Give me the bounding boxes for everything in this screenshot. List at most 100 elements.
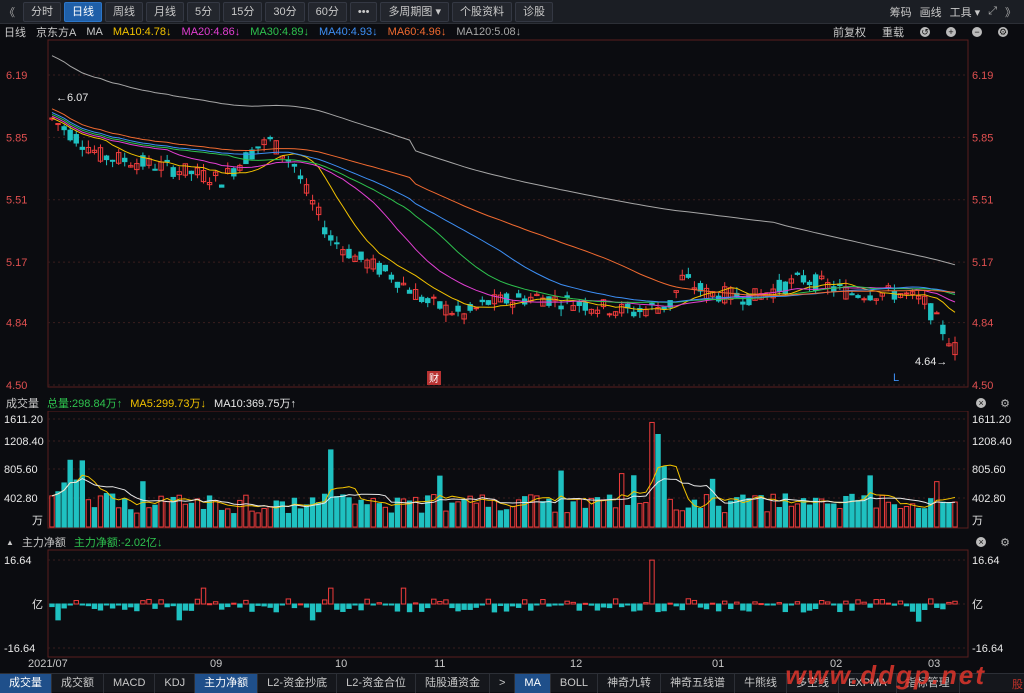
period-button-4[interactable]: 5分 [187, 1, 221, 22]
flow-bar [855, 599, 861, 605]
flow-bar [940, 603, 946, 610]
volume-info-bar: 成交量 总量:298.84万↑ MA5:299.73万↓ MA10:369.75万↑ ×… [0, 395, 1024, 411]
collapse-icon[interactable]: ▲ [6, 537, 14, 547]
indicator-tab-3[interactable]: KDJ [155, 673, 196, 693]
settings-icon[interactable]: ⚙ [998, 27, 1008, 37]
indicator-tab-16[interactable]: 指标管理 [897, 673, 960, 693]
flow-bar [97, 603, 104, 611]
indicator-tab-7[interactable]: 陆股通资金 [416, 673, 490, 693]
close-panel-icon[interactable]: × [976, 398, 987, 408]
period-button-3[interactable]: 月线 [146, 1, 184, 22]
flow-bar [849, 603, 855, 611]
indicator-tab-8[interactable]: > [490, 673, 516, 693]
flow-bar [558, 603, 564, 606]
volume-bar [903, 506, 910, 528]
volume-bar [370, 497, 376, 528]
indicator-tab-1[interactable]: 成交额 [52, 673, 104, 693]
undo-icon[interactable]: ↺ [920, 27, 930, 37]
flow-bar [528, 603, 534, 611]
period-button-6[interactable]: 30分 [265, 1, 305, 22]
date-label: 01 [712, 658, 725, 670]
ma-value-3: MA40:4.93↓ [318, 26, 378, 38]
candle-body [800, 275, 807, 283]
flow-bar [152, 603, 158, 609]
candle-body [134, 163, 140, 171]
indicator-tab-14[interactable]: 多空线 [787, 673, 840, 693]
indicator-tab-12[interactable]: 神奇五线谱 [661, 673, 736, 693]
flow-bar [200, 587, 207, 605]
flow-bar [73, 600, 79, 605]
volume-tick-right: 万 [972, 515, 983, 527]
volume-bar [631, 475, 637, 528]
period-button-0[interactable]: 分时 [23, 1, 61, 22]
period-button-7[interactable]: 60分 [307, 1, 347, 22]
volume-bar [255, 512, 261, 528]
flow-bar [515, 603, 522, 608]
candle-body [358, 251, 364, 260]
volume-bar [637, 502, 643, 528]
date-label: 2021/07 [28, 658, 68, 670]
volume-bar [461, 499, 467, 528]
toolbar-tool-1[interactable]: 画线 [919, 6, 942, 19]
period-button-5[interactable]: 15分 [223, 1, 263, 22]
minus-icon[interactable]: − [972, 27, 982, 37]
volume-bar [164, 500, 170, 528]
flow-bar [728, 603, 734, 610]
candle-body [115, 152, 122, 164]
candle-body [370, 258, 376, 270]
volume-bar [722, 512, 728, 528]
volume-bar [728, 500, 734, 528]
price-tick-right: 5.85 [972, 132, 993, 144]
volume-bar [231, 513, 237, 528]
candle-body [818, 275, 825, 280]
toolbar-tool-2[interactable]: 工具 ▾ [949, 6, 981, 19]
candle-body [667, 300, 673, 308]
flow-bar [255, 603, 261, 606]
info-right-0[interactable]: 前复权 [833, 27, 866, 39]
close-panel-icon[interactable]: × [976, 537, 987, 547]
indicator-tab-4[interactable]: 主力净额 [195, 673, 259, 693]
period-button-1[interactable]: 日线 [64, 1, 102, 22]
indicator-tab-15[interactable]: EXPMA [839, 673, 897, 693]
indicator-tab-11[interactable]: 神奇九转 [598, 673, 662, 693]
indicator-tab-9[interactable]: MA [515, 673, 551, 693]
volume-bar [218, 509, 225, 528]
period-button-2[interactable]: 周线 [105, 1, 143, 22]
fullscreen-icon[interactable]: ⤢ [988, 5, 997, 17]
indicator-tab-13[interactable]: 牛熊线 [735, 673, 788, 693]
period-button-9[interactable]: 多周期图 ▾ [380, 1, 450, 22]
indicator-tab-10[interactable]: BOLL [551, 673, 599, 693]
flow-bar [231, 602, 237, 605]
indicator-tab-6[interactable]: L2-资金合位 [337, 673, 416, 693]
flow-bar [455, 603, 461, 612]
volume-bar [449, 502, 455, 528]
candle-body [418, 296, 425, 303]
volume-bar [309, 497, 316, 528]
settings-icon[interactable]: ⚙ [1000, 536, 1010, 549]
period-toolbar: 《分时 日线 周线 月线 5分 15分 30分 60分 ••• 多周期图 ▾ 个股资料 诊股 筹码 画线工… [0, 0, 1024, 24]
indicator-tab-5[interactable]: L2-资金抄底 [258, 673, 338, 693]
toolbar-tool-0[interactable]: 筹码 [889, 6, 912, 19]
flow-bar [346, 603, 352, 609]
flow-bar [800, 603, 807, 613]
volume-total: 总量:298.84万↑ [47, 398, 123, 410]
flow-bar [358, 603, 364, 611]
flow-bar [170, 603, 176, 607]
indicator-tab-0[interactable]: 成交量 [0, 673, 52, 693]
candle-body [921, 295, 928, 305]
indicator-tab-2[interactable]: MACD [104, 673, 156, 693]
period-button-8[interactable]: ••• [349, 1, 378, 22]
price-tick-right: 6.19 [972, 70, 993, 82]
volume-bar [194, 498, 201, 528]
flow-bar [400, 587, 407, 605]
settings-icon[interactable]: ⚙ [1000, 397, 1010, 410]
watermark: www.ddgp.net [785, 660, 986, 690]
flow-bar [418, 603, 425, 612]
period-button-10[interactable]: 个股资料 [452, 1, 513, 22]
price-tick-left: 5.17 [6, 257, 27, 269]
period-button-11[interactable]: 诊股 [515, 1, 554, 22]
add-icon[interactable]: + [946, 27, 956, 37]
close-window-icon[interactable]: 》 [1005, 6, 1016, 19]
back-icon[interactable]: 《 [4, 6, 15, 19]
info-right-1[interactable]: 重载 [882, 27, 904, 39]
